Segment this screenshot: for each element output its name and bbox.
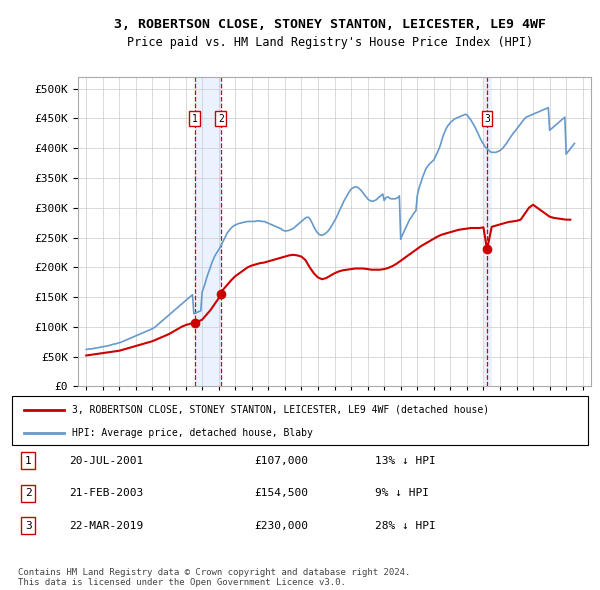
Text: £154,500: £154,500 <box>254 489 308 498</box>
Text: 2: 2 <box>25 489 32 498</box>
Bar <box>194 77 221 386</box>
Text: 13% ↓ HPI: 13% ↓ HPI <box>375 456 436 466</box>
Text: HPI: Average price, detached house, Blaby: HPI: Average price, detached house, Blab… <box>73 428 313 438</box>
Text: 3: 3 <box>25 521 32 530</box>
Text: 2: 2 <box>218 113 224 123</box>
Text: 20-JUL-2001: 20-JUL-2001 <box>70 456 144 466</box>
Text: Contains HM Land Registry data © Crown copyright and database right 2024.
This d: Contains HM Land Registry data © Crown c… <box>18 568 410 587</box>
Text: 21-FEB-2003: 21-FEB-2003 <box>70 489 144 498</box>
Text: 9% ↓ HPI: 9% ↓ HPI <box>375 489 429 498</box>
Text: 3, ROBERTSON CLOSE, STONEY STANTON, LEICESTER, LE9 4WF: 3, ROBERTSON CLOSE, STONEY STANTON, LEIC… <box>114 18 546 31</box>
Text: Price paid vs. HM Land Registry's House Price Index (HPI): Price paid vs. HM Land Registry's House … <box>127 36 533 49</box>
Text: 22-MAR-2019: 22-MAR-2019 <box>70 521 144 530</box>
Text: £230,000: £230,000 <box>254 521 308 530</box>
Text: 28% ↓ HPI: 28% ↓ HPI <box>375 521 436 530</box>
Text: 1: 1 <box>25 456 32 466</box>
Text: 3, ROBERTSON CLOSE, STONEY STANTON, LEICESTER, LE9 4WF (detached house): 3, ROBERTSON CLOSE, STONEY STANTON, LEIC… <box>73 405 490 415</box>
Bar <box>484 77 492 386</box>
Text: £107,000: £107,000 <box>254 456 308 466</box>
Text: 1: 1 <box>192 113 197 123</box>
Text: 3: 3 <box>484 113 490 123</box>
